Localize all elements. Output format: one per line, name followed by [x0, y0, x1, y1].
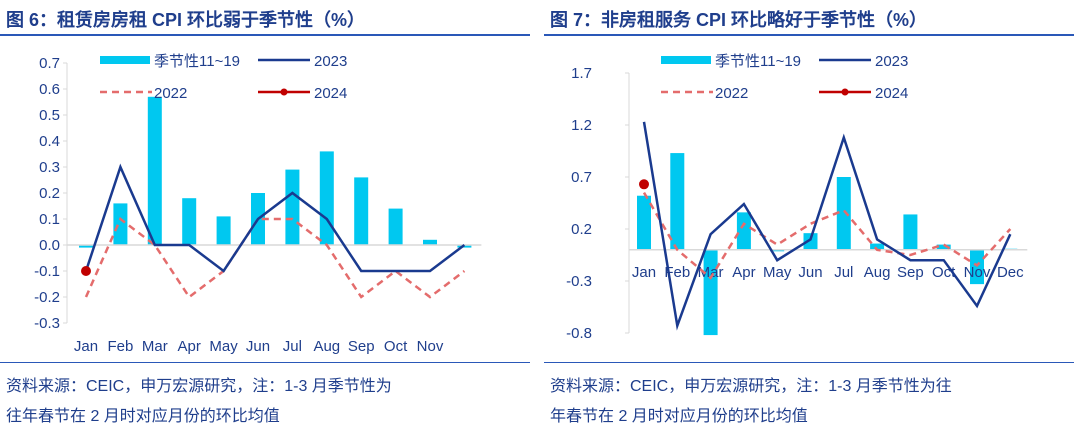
x-tick-label: Feb: [107, 338, 133, 355]
x-tick-label: Apr: [732, 264, 755, 281]
y-tick-label: 0.3: [39, 159, 60, 176]
chart-panel-6: 图 6：租赁房房租 CPI 环比弱于季节性（%） 0.7 0.6 0.5 0.4 0.3…: [0, 0, 530, 428]
bar-sep: [903, 214, 918, 250]
x-tick-label: Jun: [246, 338, 270, 355]
bar-jan: [79, 245, 93, 248]
bar-jan: [637, 195, 651, 250]
bar-feb: [113, 203, 128, 245]
y-tick-label: 1.7: [571, 65, 592, 82]
y-tick-label: 0.7: [39, 55, 60, 72]
bar-may: [216, 216, 231, 245]
divider: [0, 34, 530, 36]
legend-marker-2024: [280, 88, 288, 96]
y-tick-label: 0.2: [571, 221, 592, 238]
y-tick-label: -0.3: [34, 315, 60, 332]
bar-aug: [319, 151, 334, 245]
x-tick-label: Oct: [384, 338, 408, 355]
line-2022: [642, 191, 1012, 280]
bar-feb: [670, 153, 685, 250]
x-tick-label: Jan: [632, 264, 656, 281]
legend-label: 2022: [154, 85, 187, 102]
y-tick-label: 1.2: [571, 117, 592, 134]
point-2024: [639, 179, 649, 190]
chart-title: 图 6：租赁房房租 CPI 环比弱于季节性（%）: [6, 10, 366, 30]
bar-jul: [285, 169, 300, 245]
y-tick-label: 0.7: [571, 169, 592, 186]
bar-jun: [803, 233, 818, 250]
bar-sep: [354, 177, 369, 245]
legend-label: 2024: [314, 85, 347, 102]
chart-6: 0.7 0.6 0.5 0.4 0.3 0.2 0.1 0.0 -0.1 -0.2 -0.3 Jan F…: [34, 53, 482, 355]
bar-apr: [182, 198, 197, 245]
y-tick-label: -0.8: [566, 325, 592, 342]
y-tick-label: 0.5: [39, 107, 60, 124]
x-tick-label: Nov: [417, 338, 444, 355]
bar-jul: [836, 177, 851, 250]
x-tick-label: Nov: [964, 264, 991, 281]
x-tick-label: May: [763, 264, 792, 281]
point-2024: [81, 266, 91, 276]
bar-oct: [388, 208, 403, 245]
divider: [544, 362, 1074, 363]
legend-label: 季节性11~19: [715, 53, 801, 70]
source-note: 年春节在 2 月时对应月份的环比均值: [550, 408, 808, 425]
source-note: 资料来源：CEIC，申万宏源研究，注：1-3 月季节性为: [6, 378, 392, 395]
x-tick-label: Aug: [313, 338, 340, 355]
x-tick-label: May: [209, 338, 238, 355]
x-tick-label: Apr: [178, 338, 201, 355]
legend-swatch-seasonal: [100, 56, 150, 64]
x-tick-label: Aug: [864, 264, 891, 281]
legend-label: 季节性11~19: [154, 53, 240, 70]
y-tick-label: 0.2: [39, 185, 60, 202]
source-note: 往年春节在 2 月时对应月份的环比均值: [6, 408, 280, 425]
line-2022: [84, 217, 466, 299]
y-tick-label: 0.4: [39, 133, 60, 150]
x-tick-label: Mar: [142, 338, 168, 355]
y-tick-label: -0.1: [34, 263, 60, 280]
x-tick-label: Jul: [283, 338, 302, 355]
bar-nov: [970, 249, 984, 285]
bar-apr: [736, 212, 751, 250]
chart-title: 图 7：非房租服务 CPI 环比略好于季节性（%）: [550, 10, 928, 30]
x-tick-label: Jan: [74, 338, 98, 355]
x-tick-label: Dec: [997, 264, 1024, 281]
bar-mar: [703, 249, 718, 336]
x-tick-label: Jul: [834, 264, 853, 281]
x-tick-label: Feb: [664, 264, 690, 281]
legend-swatch-seasonal: [661, 56, 711, 64]
legend-label: 2022: [715, 85, 748, 102]
legend-label: 2023: [314, 53, 347, 70]
source-note: 资料来源：CEIC，申万宏源研究，注：1-3 月季节性为往: [550, 378, 952, 395]
y-tick-label: 0.0: [39, 237, 60, 254]
y-tick-label: 0.1: [39, 211, 60, 228]
chart-panel-7: 图 7：非房租服务 CPI 环比略好于季节性（%） 1.7 1.2 0.7 0.2 -0…: [544, 0, 1074, 428]
bar-oct: [936, 244, 951, 250]
line-2023: [642, 121, 1012, 331]
x-tick-label: Jun: [798, 264, 822, 281]
y-tick-label: -0.2: [34, 289, 60, 306]
legend-marker-2024: [841, 88, 849, 96]
bar-aug: [870, 243, 885, 250]
x-tick-label: Sep: [348, 338, 375, 355]
y-tick-label: 0.6: [39, 81, 60, 98]
x-tick-label: Sep: [897, 264, 924, 281]
y-tick-label: -0.3: [566, 273, 592, 290]
legend-label: 2023: [875, 53, 908, 70]
line-2023: [84, 163, 466, 273]
divider: [0, 362, 530, 363]
divider: [544, 34, 1074, 36]
bar-nov: [423, 239, 437, 245]
bar-mar: [147, 96, 162, 245]
legend-label: 2024: [875, 85, 908, 102]
